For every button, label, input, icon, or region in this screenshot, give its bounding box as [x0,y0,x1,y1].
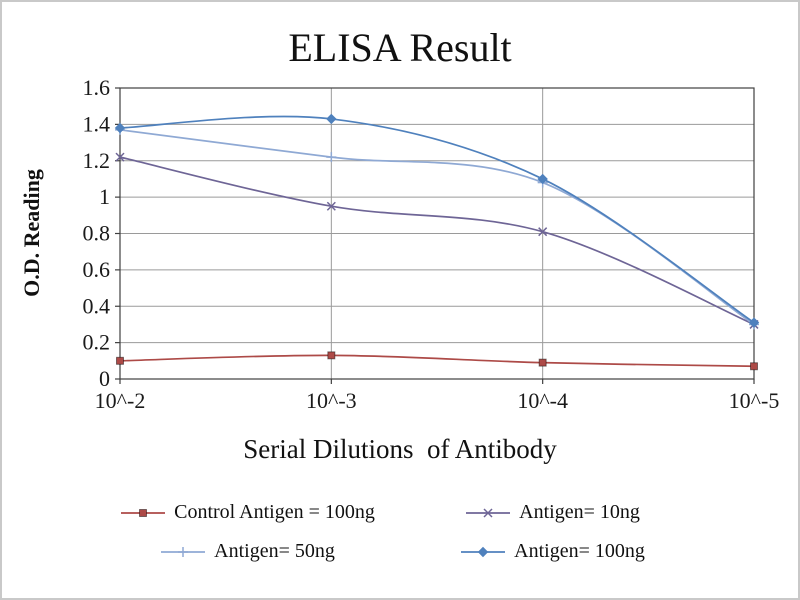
legend-label: Antigen= 100ng [514,540,645,562]
square-marker-icon [116,356,124,365]
y-tick-label: 0.4 [83,293,111,318]
y-tick-label: 0 [99,366,110,391]
x-tick-label: 10^-3 [306,388,357,413]
y-tick-label: 0.6 [83,257,111,282]
chart-title: ELISA Result [288,25,512,70]
diamond-marker-icon [461,546,506,557]
diamond-marker-icon [114,122,126,134]
series-line-3 [119,115,755,324]
series-line-0 [119,354,755,368]
square-marker-icon [327,351,336,360]
square-marker-icon [538,358,547,367]
diamond-marker-icon [326,113,337,125]
y-tick-label: 0.8 [83,221,111,246]
x-tick-label: 10^-2 [95,388,146,413]
x-axis-title: Serial Dilutions of Antibody [243,434,557,464]
x-marker-icon [326,201,336,211]
square-marker-icon [121,508,166,517]
y-tick-label: 1.4 [83,111,111,136]
legend-item-antigen-100ng: Antigen= 100ng [460,540,645,563]
legend: Control Antigen = 100ng Antigen= 10ng An… [95,501,705,563]
x-tick-label: 10^-5 [729,388,780,413]
legend-item-antigen-50ng: Antigen= 50ng [160,540,335,563]
diamond-marker-icon [477,546,489,557]
x-marker-icon [466,507,511,518]
square-marker-icon [750,362,758,371]
legend-label: Antigen= 10ng [519,501,640,523]
series-line-2 [119,128,755,326]
legend-label: Control Antigen = 100ng [174,501,375,523]
y-tick-label: 0.2 [83,330,111,355]
x-marker-icon [538,227,548,237]
diamond-marker-icon [537,173,548,185]
legend-item-control-antigen-100ng: Control Antigen = 100ng [120,501,375,524]
series-line-1 [119,156,755,326]
y-tick-label: 1.6 [83,75,111,100]
diamond-marker-icon [748,317,760,328]
plus-marker-icon [161,546,206,557]
square-marker-icon [139,508,148,517]
x-marker-icon [115,152,125,162]
plot-border [119,87,755,380]
y-axis-title: O.D. Reading [19,169,44,297]
legend-label: Antigen= 50ng [214,540,335,562]
x-tick-label: 10^-4 [517,388,568,413]
y-tick-label: 1.2 [83,148,111,173]
x-marker-icon [483,507,493,518]
y-tick-label: 1 [99,184,110,209]
legend-item-antigen-10ng: Antigen= 10ng [465,501,640,524]
